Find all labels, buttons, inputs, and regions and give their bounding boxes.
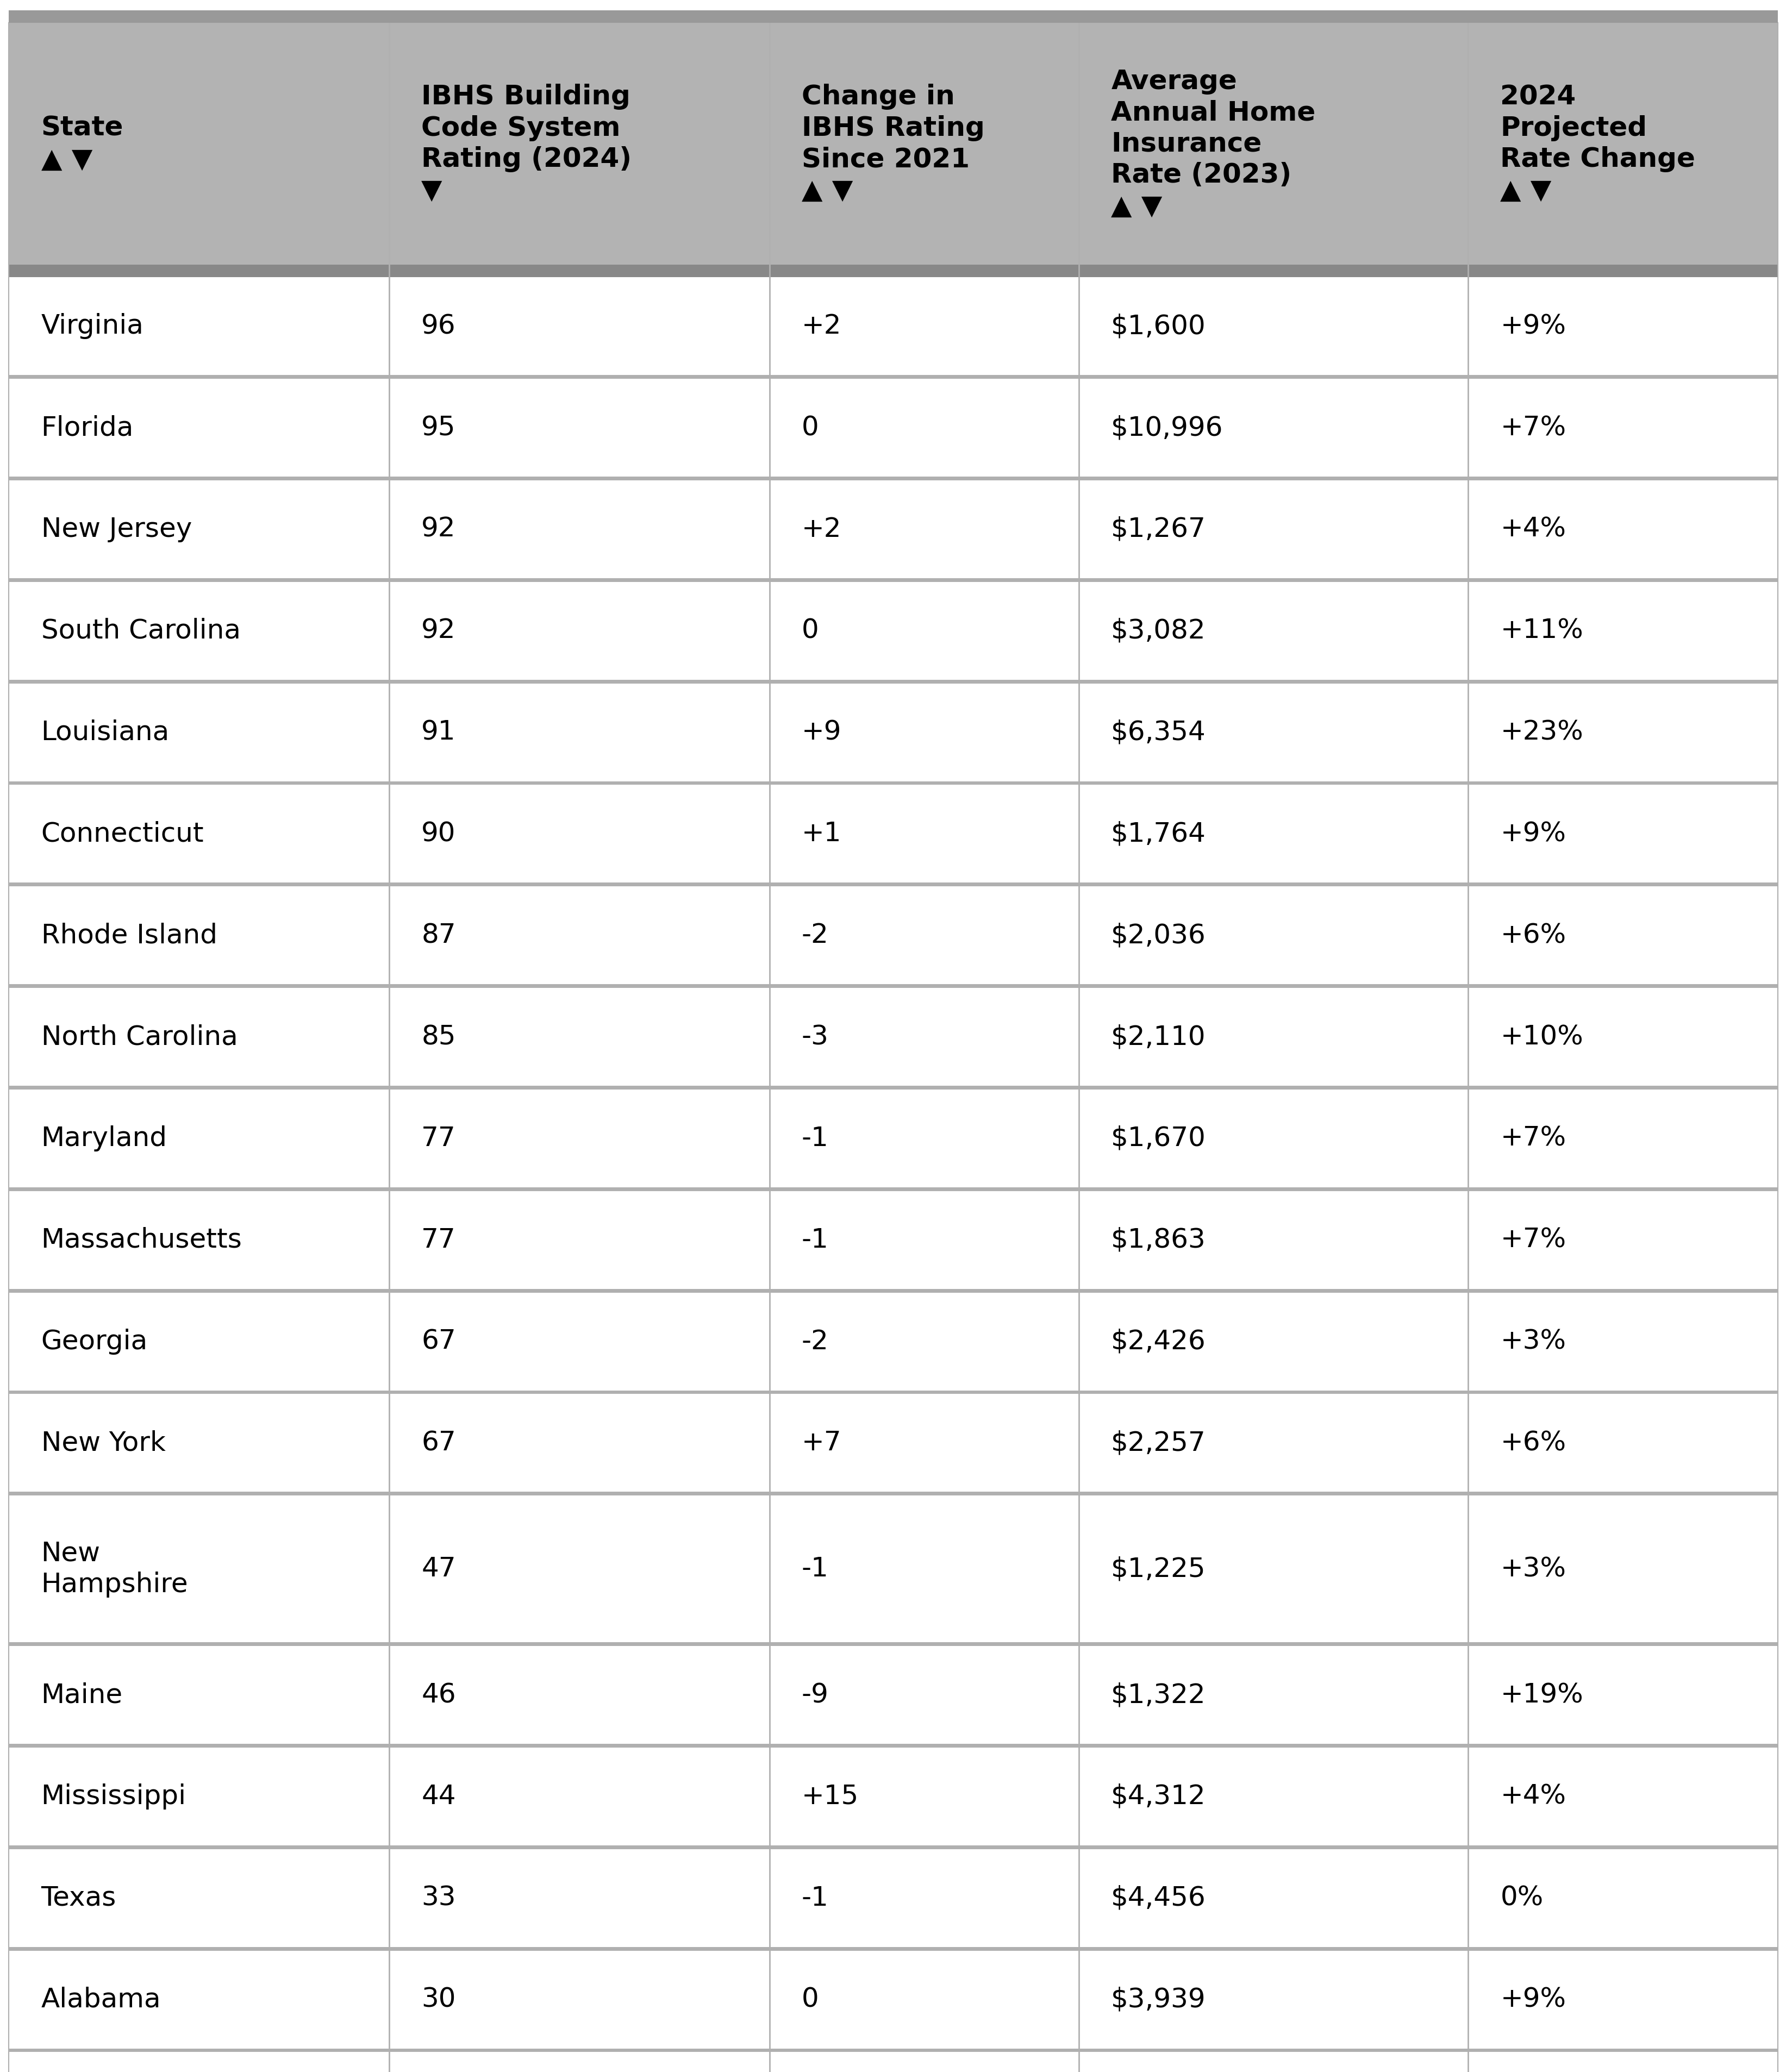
Text: 2024
Projected
Rate Change
▲ ▼: 2024 Projected Rate Change ▲ ▼ — [1500, 83, 1695, 203]
Text: $1,863: $1,863 — [1111, 1227, 1206, 1254]
Bar — [9, 1848, 1777, 1948]
Bar — [9, 1496, 1777, 1643]
Bar — [9, 379, 1777, 477]
Text: +7: +7 — [802, 1430, 841, 1457]
Text: Texas: Texas — [41, 1886, 116, 1910]
Text: -2: -2 — [802, 1328, 829, 1355]
Text: $4,456: $4,456 — [1111, 1886, 1206, 1910]
Bar — [9, 582, 1777, 680]
Text: +10%: +10% — [1500, 1024, 1582, 1051]
Text: State
▲ ▼: State ▲ ▼ — [41, 116, 123, 172]
Text: +2: +2 — [802, 313, 841, 340]
Text: 87: 87 — [421, 922, 455, 949]
Text: 67: 67 — [421, 1328, 455, 1355]
Bar — [9, 1293, 1777, 1390]
Text: Massachusetts: Massachusetts — [41, 1227, 243, 1254]
Text: Maine: Maine — [41, 1682, 123, 1707]
Text: 90: 90 — [421, 821, 455, 847]
Bar — [9, 680, 1777, 684]
Text: +9%: +9% — [1500, 313, 1566, 340]
Text: +9%: +9% — [1500, 1987, 1566, 2012]
Bar — [9, 1289, 1777, 1293]
Bar — [9, 1492, 1777, 1496]
Text: $10,996: $10,996 — [1111, 414, 1223, 441]
Bar — [9, 781, 1777, 785]
Text: 33: 33 — [421, 1886, 455, 1910]
Bar — [9, 883, 1777, 887]
Text: +4%: +4% — [1500, 516, 1566, 543]
Text: 91: 91 — [421, 719, 455, 746]
Text: 0: 0 — [802, 617, 818, 644]
Text: +9%: +9% — [1500, 821, 1566, 847]
Text: Louisiana: Louisiana — [41, 719, 170, 746]
Text: North Carolina: North Carolina — [41, 1024, 238, 1051]
Bar — [9, 265, 1777, 278]
Bar — [9, 1090, 1777, 1187]
Bar — [9, 10, 1777, 23]
Text: -3: -3 — [802, 1024, 829, 1051]
Bar — [9, 578, 1777, 582]
Text: +23%: +23% — [1500, 719, 1582, 746]
Text: $1,670: $1,670 — [1111, 1125, 1206, 1152]
Bar — [9, 684, 1777, 781]
Text: 0: 0 — [802, 1987, 818, 2012]
Text: 92: 92 — [421, 617, 455, 644]
Text: +6%: +6% — [1500, 922, 1566, 949]
Bar — [9, 785, 1777, 883]
Text: +9: +9 — [802, 719, 841, 746]
Text: +4%: +4% — [1500, 1784, 1566, 1809]
Text: +1: +1 — [802, 821, 841, 847]
Text: +3%: +3% — [1500, 1328, 1566, 1355]
Bar — [9, 1948, 1777, 1950]
Text: +7%: +7% — [1500, 1227, 1566, 1254]
Text: $2,110: $2,110 — [1111, 1024, 1206, 1051]
Text: New
Hampshire: New Hampshire — [41, 1539, 188, 1598]
Bar — [9, 1191, 1777, 1289]
Text: $1,267: $1,267 — [1111, 516, 1206, 543]
Text: -1: -1 — [802, 1886, 829, 1910]
Text: 95: 95 — [421, 414, 455, 441]
Bar — [9, 984, 1777, 988]
Bar — [9, 1846, 1777, 1848]
Bar — [9, 1747, 1777, 1846]
Text: $2,036: $2,036 — [1111, 922, 1206, 949]
Text: $4,312: $4,312 — [1111, 1784, 1206, 1809]
Text: New York: New York — [41, 1430, 166, 1457]
Bar — [9, 375, 1777, 379]
Bar — [9, 887, 1777, 984]
Text: +15: +15 — [802, 1784, 859, 1809]
Text: +7%: +7% — [1500, 1125, 1566, 1152]
Text: 0: 0 — [802, 414, 818, 441]
Text: $1,600: $1,600 — [1111, 313, 1206, 340]
Bar — [9, 23, 1777, 265]
Bar — [9, 1643, 1777, 1645]
Text: 46: 46 — [421, 1682, 455, 1707]
Text: Florida: Florida — [41, 414, 134, 441]
Text: Connecticut: Connecticut — [41, 821, 204, 847]
Text: $6,354: $6,354 — [1111, 719, 1206, 746]
Text: South Carolina: South Carolina — [41, 617, 241, 644]
Text: IBHS Building
Code System
Rating (2024)
▼: IBHS Building Code System Rating (2024) … — [421, 83, 632, 203]
Text: $3,082: $3,082 — [1111, 617, 1206, 644]
Text: -1: -1 — [802, 1125, 829, 1152]
Bar — [9, 1187, 1777, 1191]
Text: $1,225: $1,225 — [1111, 1556, 1206, 1583]
Text: 44: 44 — [421, 1784, 455, 1809]
Text: +3%: +3% — [1500, 1556, 1566, 1583]
Bar — [9, 1745, 1777, 1747]
Text: Virginia: Virginia — [41, 313, 143, 340]
Text: 30: 30 — [421, 1987, 455, 2012]
Text: +11%: +11% — [1500, 617, 1582, 644]
Text: Mississippi: Mississippi — [41, 1784, 186, 1809]
Text: 77: 77 — [421, 1227, 455, 1254]
Bar — [9, 1645, 1777, 1745]
Text: Georgia: Georgia — [41, 1328, 148, 1355]
Bar — [9, 1086, 1777, 1090]
Text: Average
Annual Home
Insurance
Rate (2023)
▲ ▼: Average Annual Home Insurance Rate (2023… — [1111, 68, 1314, 220]
Bar — [9, 477, 1777, 481]
Text: -2: -2 — [802, 922, 829, 949]
Text: $2,426: $2,426 — [1111, 1328, 1206, 1355]
Text: +2: +2 — [802, 516, 841, 543]
Text: 47: 47 — [421, 1556, 455, 1583]
Text: $2,257: $2,257 — [1111, 1430, 1206, 1457]
